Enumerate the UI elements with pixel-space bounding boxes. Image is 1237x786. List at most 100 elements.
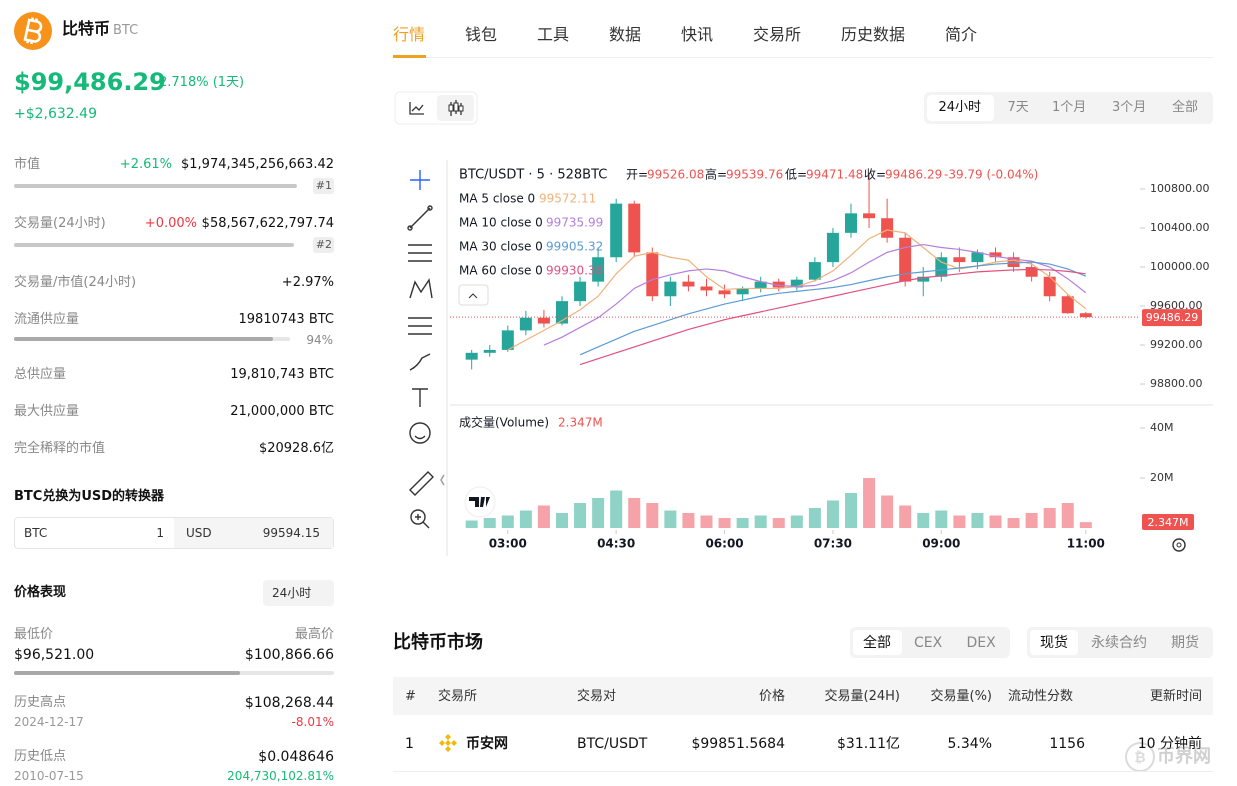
candle-body <box>682 281 695 287</box>
converter-result: 99594.15 <box>262 526 320 540</box>
divider <box>393 57 1213 58</box>
cell: 10 分钟前 <box>1137 736 1202 752</box>
x-tick-label: 09:00 <box>922 537 960 551</box>
tab[interactable]: 钱包 <box>465 25 498 44</box>
ma-line <box>579 261 1087 356</box>
stat-value: +2.97% <box>281 275 334 290</box>
coin-logo <box>14 12 52 50</box>
rank-badge <box>313 178 334 194</box>
candle-body <box>700 286 713 291</box>
price-change-abs: +$2,632.49 <box>14 106 97 122</box>
filter[interactable]: 全部 <box>863 635 891 651</box>
tab[interactable]: 简介 <box>945 25 978 44</box>
watermark: 币界网 <box>1157 746 1211 767</box>
volume-bar <box>863 478 876 528</box>
tab[interactable]: 交易所 <box>753 25 802 44</box>
column-header: 交易对 <box>577 689 617 704</box>
tab[interactable]: 工具 <box>537 25 570 44</box>
kind[interactable]: 永续合约 <box>1091 635 1147 651</box>
ohlc-label: 收= <box>864 168 886 182</box>
legend-value: 99735.99 <box>546 216 603 230</box>
volume-bar <box>592 498 605 528</box>
settings-icon[interactable] <box>1172 538 1186 552</box>
stat-value: $1,974,345,256,663.42 <box>181 157 334 172</box>
range-tab[interactable]: 7天 <box>1007 100 1029 115</box>
candle-body <box>953 257 966 263</box>
column-header: 交易量(%) <box>930 689 993 704</box>
range-label[interactable]: 24小时 <box>272 586 312 600</box>
date: 2024-12-17 <box>14 715 84 729</box>
volume-bar <box>646 503 659 528</box>
chart-title: BTC/USDT · 5 · 528BTC <box>459 168 607 183</box>
column-header: 流动性分数 <box>1007 689 1073 704</box>
volume-title: 成交量(Volume) <box>459 415 549 430</box>
progress-bar <box>14 184 297 188</box>
stat-value: $20928.6亿 <box>258 441 334 456</box>
converter-amount[interactable]: 1 <box>156 526 164 540</box>
range-tab[interactable]: 全部 <box>1172 100 1199 115</box>
candle-body <box>863 213 876 219</box>
ohlc-label: 开= <box>626 168 648 182</box>
legend-label: MA 10 close 0 <box>459 216 543 230</box>
volume-bar <box>537 505 550 528</box>
tab[interactable]: 历史数据 <box>841 25 906 44</box>
range-tab[interactable]: 3个月 <box>1112 100 1147 115</box>
kind[interactable]: 现货 <box>1040 635 1068 651</box>
converter-from: BTC <box>24 526 48 540</box>
kind[interactable]: 期货 <box>1171 635 1199 651</box>
volume-bar <box>1043 508 1056 528</box>
stat-value: $58,567,622,797.74 <box>201 216 334 231</box>
chart-type-buttons[interactable] <box>394 91 478 125</box>
price-change: 2.718% (1天) <box>159 75 245 90</box>
stat-value: 19810743 BTC <box>238 312 334 327</box>
cell[interactable]: 币安网 <box>466 736 508 752</box>
volume-bar <box>989 515 1002 528</box>
converter-box[interactable] <box>14 517 334 549</box>
section-title: 价格表现 <box>14 585 67 600</box>
section-title: 比特币市场 <box>393 632 483 653</box>
range-tab[interactable]: 24小时 <box>938 100 982 115</box>
chart-toolbar[interactable] <box>407 170 445 529</box>
tab[interactable]: 数据 <box>609 25 642 44</box>
table-header <box>393 677 1213 715</box>
candle-body <box>646 252 659 297</box>
rank-badge <box>313 237 334 253</box>
ohlc-value: 99471.48 <box>806 168 863 182</box>
volume-bar <box>844 493 857 528</box>
filter[interactable]: CEX <box>914 635 943 651</box>
volume-tick-label: 40M <box>1150 421 1174 434</box>
tab[interactable]: 行情 <box>393 25 426 44</box>
converter-to[interactable]: USD <box>186 526 212 540</box>
cell: 1156 <box>1049 736 1085 752</box>
low-price: $96,521.00 <box>14 647 95 663</box>
tab[interactable]: 快讯 <box>681 25 714 44</box>
progress-fill <box>14 337 274 341</box>
volume-bar <box>1061 503 1074 528</box>
volume-bar <box>574 503 587 528</box>
x-tick-label: 03:00 <box>489 537 527 551</box>
rank: #2 <box>315 238 332 251</box>
volume-bar <box>555 513 568 528</box>
stat-value: 19,810,743 BTC <box>230 367 334 382</box>
ma-line <box>507 229 1087 351</box>
candle-body <box>989 252 1002 258</box>
y-tick-label: 98800.00 <box>1150 377 1203 390</box>
candle-body <box>483 349 496 353</box>
collapse-button[interactable] <box>458 284 489 306</box>
range-fill <box>14 671 240 675</box>
filter[interactable]: DEX <box>966 635 996 651</box>
legend-value: 99572.11 <box>539 192 596 206</box>
ohlc-value: 99486.29 <box>885 168 942 182</box>
stat-label: 总供应量 <box>14 367 67 382</box>
volume-bar <box>519 510 532 528</box>
candle-body <box>501 330 514 350</box>
range-tab[interactable]: 1个月 <box>1052 100 1087 115</box>
x-tick-label: 07:30 <box>814 537 852 551</box>
candle-body <box>899 237 912 282</box>
candle-body <box>537 317 550 324</box>
cell: 5.34% <box>947 736 992 752</box>
volume-bar <box>700 515 713 528</box>
coin-name: 比特币 <box>62 19 111 38</box>
range-select[interactable] <box>263 580 334 606</box>
ratio: 94% <box>306 333 333 347</box>
